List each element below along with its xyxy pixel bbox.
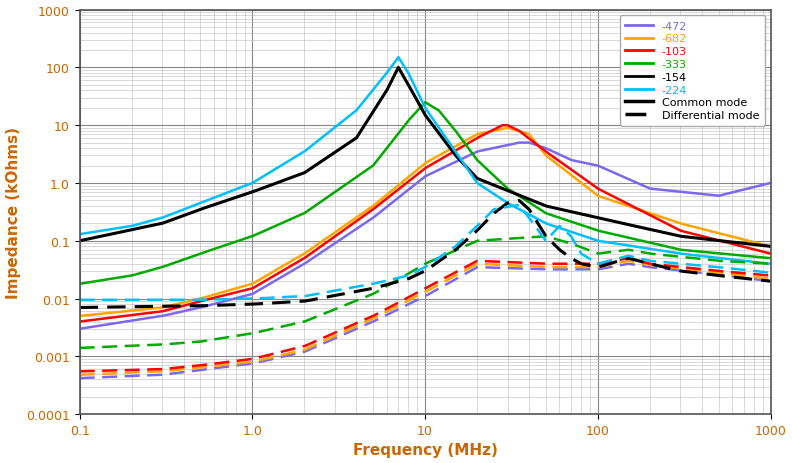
Y-axis label: Impedance (kOhms): Impedance (kOhms) <box>6 126 21 298</box>
Legend: -472, -682, -103, -333, -154, -224, Common mode, Differential mode: -472, -682, -103, -333, -154, -224, Comm… <box>619 16 765 126</box>
X-axis label: Frequency (MHz): Frequency (MHz) <box>352 443 497 457</box>
